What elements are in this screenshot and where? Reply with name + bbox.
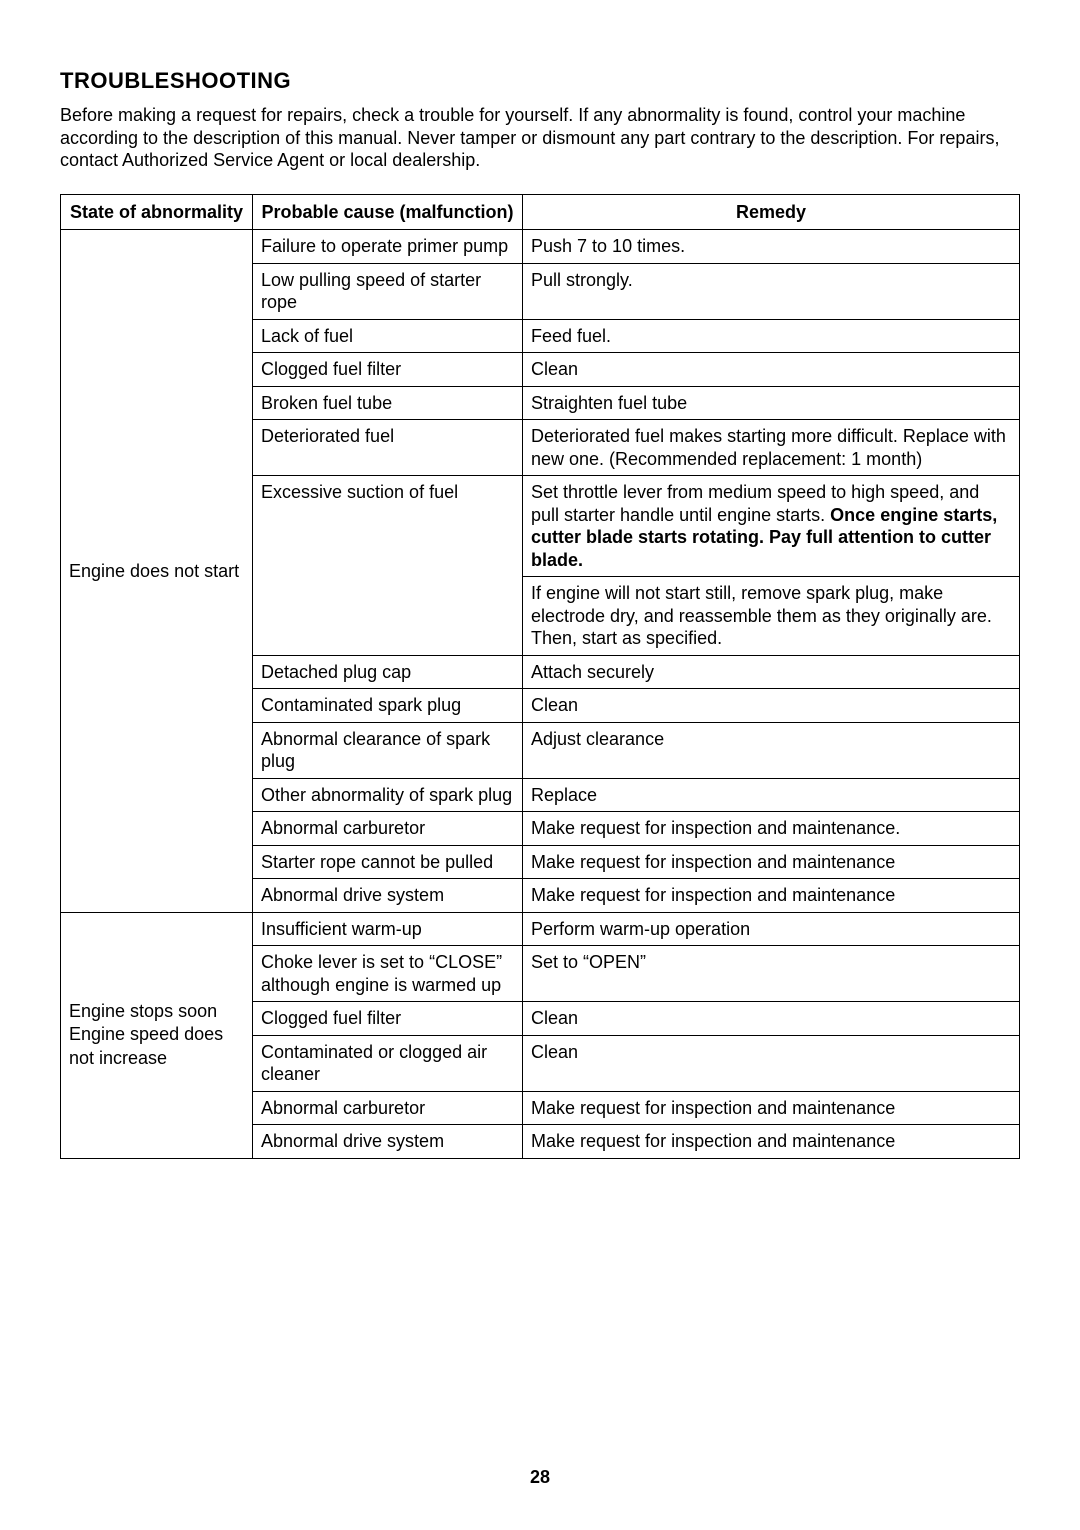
- remedy-cell: If engine will not start still, remove s…: [523, 577, 1020, 656]
- remedy-cell: Pull strongly.: [523, 263, 1020, 319]
- remedy-cell: Attach securely: [523, 655, 1020, 689]
- remedy-cell: Set throttle lever from medium speed to …: [523, 476, 1020, 577]
- cause-cell: Contaminated or clogged air cleaner: [253, 1035, 523, 1091]
- remedy-cell: Perform warm-up operation: [523, 912, 1020, 946]
- cause-cell: Abnormal carburetor: [253, 1091, 523, 1125]
- remedy-cell: Clean: [523, 353, 1020, 387]
- cause-cell: Other abnormality of spark plug: [253, 778, 523, 812]
- remedy-cell: Make request for inspection and maintena…: [523, 1125, 1020, 1159]
- cause-cell: Clogged fuel filter: [253, 1002, 523, 1036]
- cause-cell: Contaminated spark plug: [253, 689, 523, 723]
- remedy-cell: Adjust clearance: [523, 722, 1020, 778]
- cause-cell: Abnormal drive system: [253, 1125, 523, 1159]
- remedy-cell: Make request for inspection and maintena…: [523, 879, 1020, 913]
- state-cell: Engine does not start: [61, 230, 253, 913]
- remedy-cell: Set to “OPEN”: [523, 946, 1020, 1002]
- cause-cell: Excessive suction of fuel: [253, 476, 523, 656]
- state-line2: Engine speed does not increase: [69, 1023, 244, 1070]
- cause-cell: Deteriorated fuel: [253, 420, 523, 476]
- table-row: Engine stops soon Engine speed does not …: [61, 912, 1020, 946]
- section-heading: TROUBLESHOOTING: [60, 68, 1020, 94]
- cause-cell: Abnormal drive system: [253, 879, 523, 913]
- cause-cell: Failure to operate primer pump: [253, 230, 523, 264]
- cause-cell: Low pulling speed of starter rope: [253, 263, 523, 319]
- header-state: State of abnormality: [61, 194, 253, 230]
- state-line1: Engine stops soon: [69, 1000, 244, 1023]
- cause-cell: Lack of fuel: [253, 319, 523, 353]
- intro-paragraph: Before making a request for repairs, che…: [60, 104, 1020, 172]
- remedy-cell: Make request for inspection and maintena…: [523, 1091, 1020, 1125]
- table-row: Engine does not start Failure to operate…: [61, 230, 1020, 264]
- remedy-cell: Clean: [523, 689, 1020, 723]
- remedy-cell: Deteriorated fuel makes starting more di…: [523, 420, 1020, 476]
- header-cause: Probable cause (malfunction): [253, 194, 523, 230]
- remedy-cell: Clean: [523, 1035, 1020, 1091]
- header-remedy: Remedy: [523, 194, 1020, 230]
- cause-cell: Broken fuel tube: [253, 386, 523, 420]
- cause-cell: Starter rope cannot be pulled: [253, 845, 523, 879]
- remedy-cell: Straighten fuel tube: [523, 386, 1020, 420]
- table-header-row: State of abnormality Probable cause (mal…: [61, 194, 1020, 230]
- remedy-cell: Push 7 to 10 times.: [523, 230, 1020, 264]
- remedy-cell: Feed fuel.: [523, 319, 1020, 353]
- page-number: 28: [0, 1467, 1080, 1488]
- cause-cell: Abnormal clearance of spark plug: [253, 722, 523, 778]
- cause-cell: Abnormal carburetor: [253, 812, 523, 846]
- state-cell: Engine stops soon Engine speed does not …: [61, 912, 253, 1158]
- remedy-cell: Make request for inspection and maintena…: [523, 812, 1020, 846]
- remedy-cell: Make request for inspection and maintena…: [523, 845, 1020, 879]
- remedy-cell: Replace: [523, 778, 1020, 812]
- cause-cell: Insufficient warm-up: [253, 912, 523, 946]
- cause-cell: Clogged fuel filter: [253, 353, 523, 387]
- cause-cell: Choke lever is set to “CLOSE” although e…: [253, 946, 523, 1002]
- troubleshooting-table: State of abnormality Probable cause (mal…: [60, 194, 1020, 1159]
- remedy-cell: Clean: [523, 1002, 1020, 1036]
- cause-cell: Detached plug cap: [253, 655, 523, 689]
